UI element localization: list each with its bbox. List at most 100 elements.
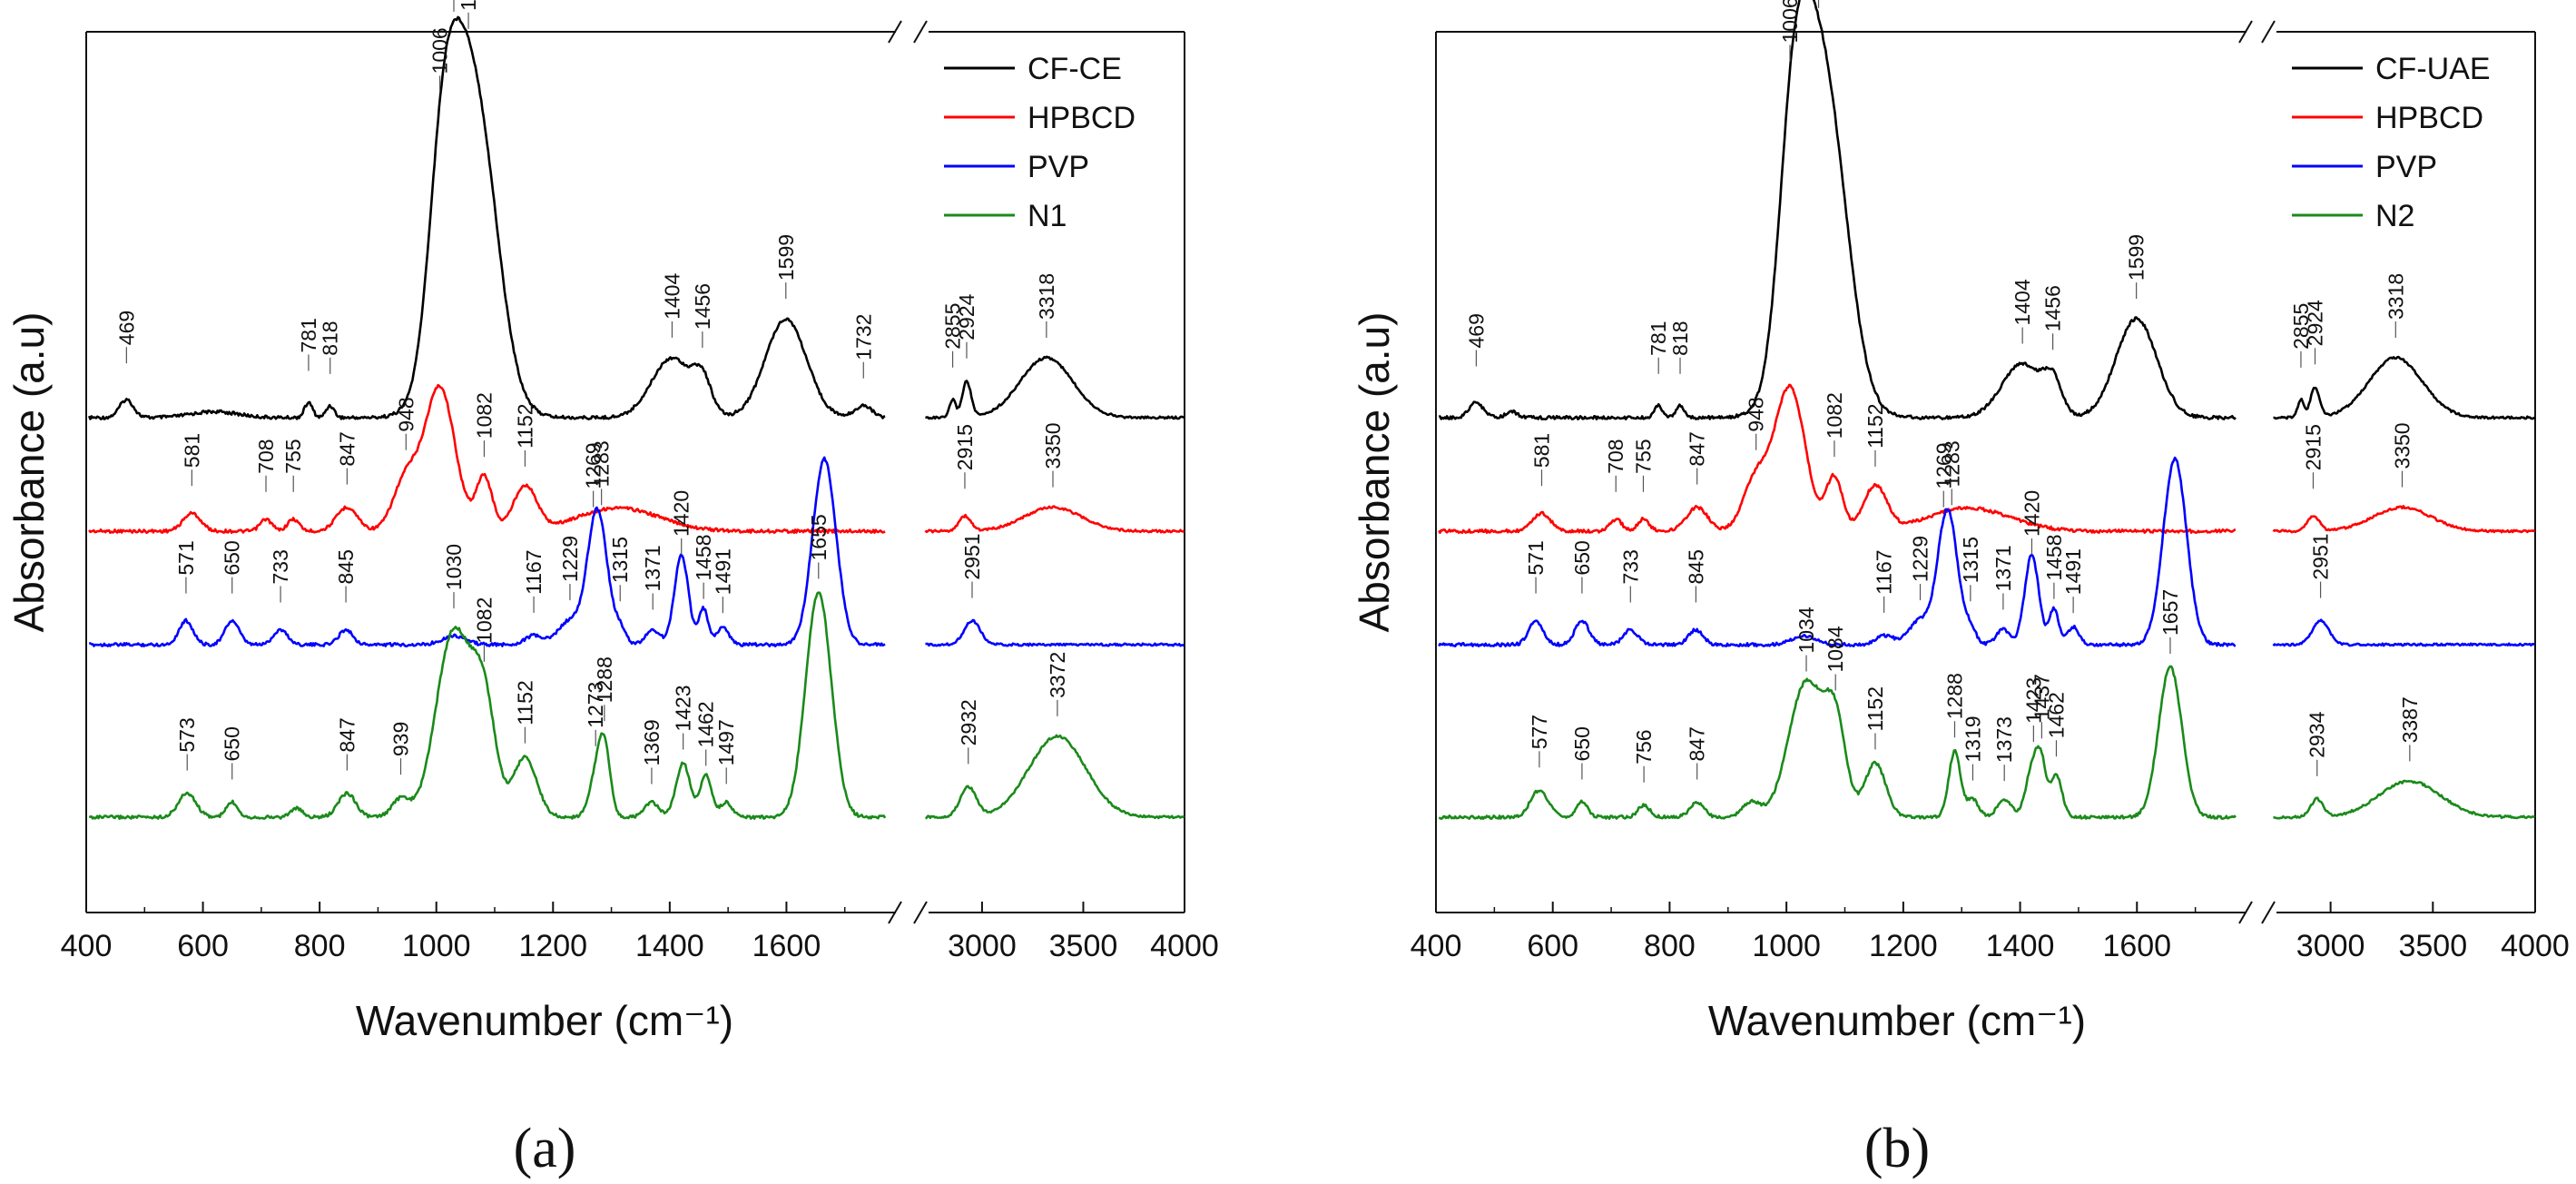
- legend-entry: N2: [2375, 199, 2414, 233]
- peak-label: 1315: [608, 537, 632, 583]
- series-line-hpbcd-left: [88, 383, 886, 534]
- x-tick-label: 1600: [2102, 929, 2171, 963]
- peak-label: 1315: [1959, 537, 1982, 583]
- peak-label: 650: [1570, 540, 1594, 575]
- legend-entry: PVP: [2375, 150, 2437, 184]
- peak-label: 1404: [660, 273, 683, 320]
- x-tick-label: 4000: [1150, 929, 1219, 963]
- series-line-n2-left: [1439, 665, 2237, 820]
- peak-label: 3350: [1041, 422, 1065, 469]
- peak-label: 2855: [2289, 303, 2313, 350]
- peak-label: 1491: [711, 548, 734, 595]
- peak-label: 756: [1632, 729, 1656, 764]
- peak-label: 1456: [691, 283, 714, 330]
- peak-label: 1288: [1942, 673, 1966, 719]
- axis-break-mark: [913, 20, 928, 44]
- legend-entry: CF-CE: [1027, 52, 1122, 86]
- peak-label: 1030: [442, 544, 466, 590]
- peak-label: 1404: [2011, 279, 2034, 325]
- peak-label: 1456: [2041, 285, 2065, 331]
- x-tick-label: 1400: [1986, 929, 2055, 963]
- series-line-hpbcd-left: [1438, 383, 2237, 534]
- peak-label: 2951: [960, 533, 984, 579]
- x-axis-label: Wavenumber (cm⁻¹): [1708, 997, 2086, 1044]
- x-tick-label: 3000: [2296, 929, 2365, 963]
- series-line-n1-right: [925, 734, 1185, 820]
- x-tick-label: 600: [1527, 929, 1578, 963]
- peak-label: 733: [269, 549, 292, 584]
- peak-label: 581: [180, 433, 203, 468]
- peak-label: 2915: [2301, 424, 2325, 470]
- peak-label: 2855: [941, 303, 965, 350]
- peak-label: 573: [175, 717, 199, 752]
- peak-label: 1055: [457, 0, 480, 11]
- peak-label: 469: [1464, 313, 1488, 348]
- peak-label: 1034: [1794, 607, 1818, 653]
- axis-break-mark: [913, 901, 928, 924]
- peak-label: 2951: [2309, 533, 2333, 579]
- peak-label: 1229: [1909, 536, 1932, 582]
- series-line-cf-uae-left: [1439, 0, 2237, 420]
- peak-label: 1462: [2044, 692, 2068, 738]
- x-tick-label: 4000: [2501, 929, 2570, 963]
- peak-label: 755: [281, 439, 305, 473]
- peak-label: 1491: [2061, 548, 2085, 595]
- peak-label: 1006: [1778, 0, 1802, 43]
- axis-break-mark: [888, 901, 902, 924]
- y-axis-label: Absorbance (a.u): [5, 312, 53, 633]
- chart-panel-b: 400 600 800 1000 1200 1400 1600 3000 3500 4000 Wav…: [1351, 0, 2570, 1179]
- peak-label: 1152: [513, 403, 536, 448]
- series-line-hpbcd-right: [924, 505, 1185, 534]
- peak-label: 650: [1570, 726, 1594, 761]
- y-axis-label: Absorbance (a.u): [1351, 312, 1398, 633]
- peak-label: 1084: [1824, 626, 1847, 672]
- peak-label: 650: [221, 540, 244, 575]
- peak-label: 939: [389, 722, 413, 756]
- peak-label: 1373: [1992, 716, 2016, 763]
- x-tick-label: 3000: [948, 929, 1017, 963]
- series-line-n2-right: [2273, 779, 2536, 820]
- axis-break-mark: [888, 20, 902, 44]
- peak-label: 1082: [472, 597, 496, 644]
- x-tick-label: 1400: [635, 929, 704, 963]
- series-line-pvp-right: [2272, 618, 2535, 647]
- peak-label: 1657: [2158, 589, 2182, 636]
- legend-entry: PVP: [1027, 150, 1089, 184]
- peak-label: 755: [1631, 439, 1655, 473]
- x-tick-label: 400: [61, 929, 113, 963]
- panel-label: (b): [1864, 1118, 1930, 1179]
- legend-entry: HPBCD: [1027, 101, 1136, 135]
- peak-label: 1437: [2030, 674, 2053, 720]
- x-tick-label: 1200: [518, 929, 587, 963]
- peak-label: 1006: [428, 27, 452, 74]
- peak-label: 1288: [593, 656, 616, 703]
- x-tick-label: 1000: [402, 929, 471, 963]
- peak-label: 3372: [1046, 652, 1069, 698]
- peak-label: 571: [174, 540, 198, 575]
- x-tick-label: 800: [1644, 929, 1696, 963]
- peak-label: 3350: [2391, 422, 2414, 469]
- x-axis-label: Wavenumber (cm⁻¹): [356, 997, 733, 1044]
- peak-label: 1082: [1823, 392, 1846, 439]
- panel-label: (a): [514, 1118, 576, 1179]
- peak-label: 847: [335, 431, 359, 466]
- x-tick-label: 3500: [2398, 929, 2467, 963]
- peak-label: 1229: [558, 536, 582, 582]
- peak-label: 1599: [2125, 234, 2148, 281]
- series-line-cf-uae-right: [2273, 355, 2536, 420]
- peak-label: 1269: [582, 442, 605, 488]
- legend-entry: CF-UAE: [2375, 52, 2491, 86]
- x-tick-label: 400: [1411, 929, 1462, 963]
- peak-label: 1319: [1961, 715, 1984, 762]
- peak-label: 1732: [851, 314, 875, 360]
- series-line-pvp-left: [89, 456, 886, 647]
- peak-label: 1420: [670, 490, 693, 537]
- axis-break-mark: [2261, 20, 2276, 44]
- peak-label: 1497: [714, 719, 738, 765]
- peak-label: 650: [221, 726, 244, 761]
- peak-label: 2924: [2303, 300, 2326, 346]
- peak-label: 1371: [1991, 545, 2015, 591]
- x-tick-label: 1600: [752, 929, 821, 963]
- peak-label: 818: [1668, 321, 1692, 355]
